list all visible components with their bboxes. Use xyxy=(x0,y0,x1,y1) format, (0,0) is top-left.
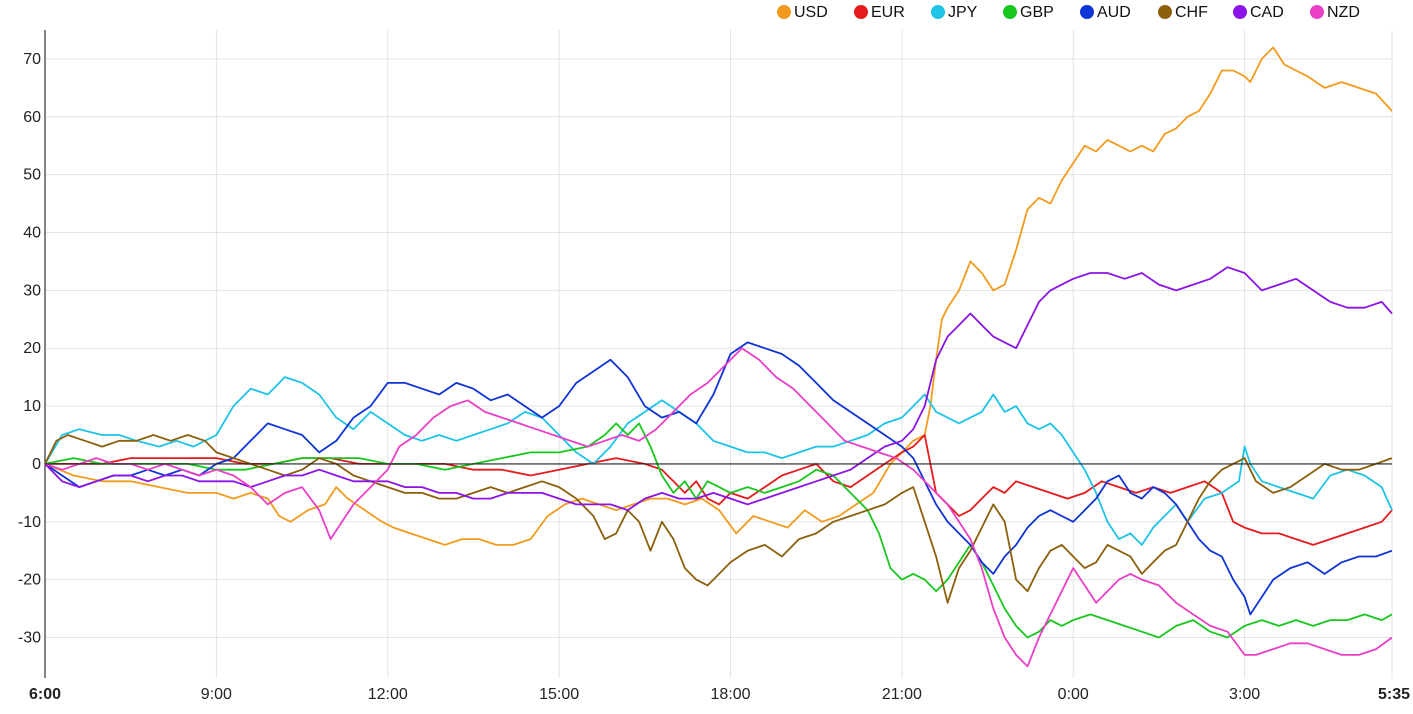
series-line-nzd xyxy=(44,347,1393,668)
series-line-eur xyxy=(45,434,1393,546)
legend-item-chf[interactable]: CHF xyxy=(1158,4,1208,21)
legend-swatch xyxy=(854,5,868,19)
y-tick-label: 30 xyxy=(23,282,41,299)
y-tick-label: 10 xyxy=(23,398,41,415)
x-tick-label: 5:35 xyxy=(1378,686,1410,703)
legend-swatch xyxy=(1080,5,1094,19)
legend-item-usd[interactable]: USD xyxy=(777,4,828,21)
y-tick-label: 0 xyxy=(32,456,41,473)
legend-label: EUR xyxy=(871,4,905,21)
x-tick-label: 9:00 xyxy=(201,686,232,703)
x-tick-label: 12:00 xyxy=(368,686,408,703)
legend-label: GBP xyxy=(1020,4,1054,21)
legend-swatch xyxy=(931,5,945,19)
legend-item-nzd[interactable]: NZD xyxy=(1310,4,1360,21)
y-tick-label: -10 xyxy=(18,514,41,531)
legend-label: USD xyxy=(794,4,828,21)
series-line-usd xyxy=(44,46,1393,546)
legend-label: NZD xyxy=(1327,4,1360,21)
legend-label: CHF xyxy=(1175,4,1208,21)
x-tick-label: 15:00 xyxy=(539,686,579,703)
legend-item-jpy[interactable]: JPY xyxy=(931,4,978,21)
series-layer xyxy=(44,46,1393,668)
legend-swatch xyxy=(1003,5,1017,19)
y-tick-label: 20 xyxy=(23,340,41,357)
axis-layer: 70 60 50 40 30 20 10 0 -10 -20 -30 6:00 9:00 12:00 15:… xyxy=(18,30,1410,703)
grid-layer xyxy=(45,30,1393,678)
legend-swatch xyxy=(1310,5,1324,19)
legend-item-cad[interactable]: CAD xyxy=(1233,4,1284,21)
y-tick-label: 60 xyxy=(23,109,41,126)
y-tick-label: 40 xyxy=(23,225,41,242)
legend-item-gbp[interactable]: GBP xyxy=(1003,4,1054,21)
series-line-cad xyxy=(44,266,1393,512)
legend-label: CAD xyxy=(1250,4,1284,21)
legend-item-eur[interactable]: EUR xyxy=(854,4,905,21)
x-tick-label: 21:00 xyxy=(882,686,922,703)
y-tick-label: 50 xyxy=(23,167,41,184)
y-tick-label: -20 xyxy=(18,572,41,589)
x-tick-label: 6:00 xyxy=(29,686,61,703)
series-line-gbp xyxy=(44,422,1393,639)
x-tick-label: 3:00 xyxy=(1229,686,1260,703)
y-tick-label: -30 xyxy=(18,630,41,647)
legend-swatch xyxy=(1158,5,1172,19)
legend-label: AUD xyxy=(1097,4,1131,21)
y-tick-label: 70 xyxy=(23,51,41,68)
legend-label: JPY xyxy=(948,4,978,21)
legend[interactable]: USD EUR JPY GBP AUD CHF CAD NZD xyxy=(777,4,1360,21)
x-tick-label: 0:00 xyxy=(1058,686,1089,703)
series-line-chf xyxy=(44,434,1393,604)
legend-item-aud[interactable]: AUD xyxy=(1080,4,1131,21)
legend-swatch xyxy=(777,5,791,19)
legend-swatch xyxy=(1233,5,1247,19)
series-line-jpy xyxy=(44,376,1393,546)
x-tick-label: 18:00 xyxy=(710,686,750,703)
